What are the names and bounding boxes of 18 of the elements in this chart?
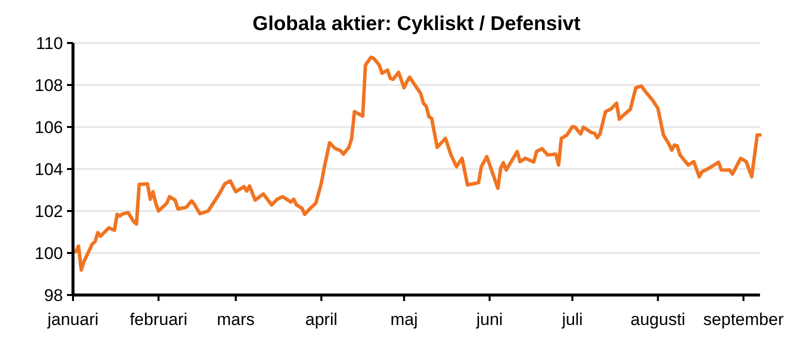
y-tick-label: 102 — [34, 202, 63, 221]
x-tick-label: augusti — [630, 310, 686, 329]
y-tick-label: 108 — [34, 76, 63, 95]
chart-title: Globala aktier: Cykliskt / Defensivt — [252, 13, 581, 35]
y-tick-label: 100 — [34, 244, 63, 263]
x-tick-label: februari — [130, 310, 188, 329]
y-tick-label: 106 — [34, 118, 63, 137]
x-tick-label: januari — [46, 310, 99, 329]
y-tick-label: 98 — [44, 286, 63, 305]
x-tick-label: maj — [390, 310, 418, 329]
x-tick-label: april — [305, 310, 338, 329]
x-tick-label: juli — [560, 310, 583, 329]
x-tick-label: september — [703, 310, 784, 329]
x-tick-label: juni — [475, 310, 503, 329]
x-tick-label: mars — [216, 310, 255, 329]
line-series — [74, 56, 762, 272]
y-tick-label: 104 — [34, 160, 63, 179]
y-tick-label: 110 — [36, 34, 63, 53]
